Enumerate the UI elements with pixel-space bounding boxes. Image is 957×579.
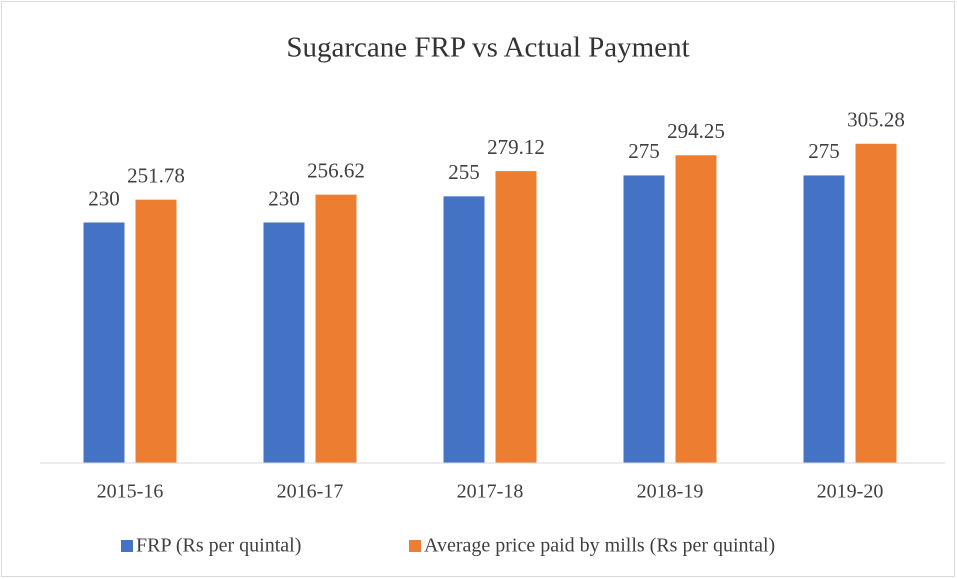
- legend-label: FRP (Rs per quintal): [136, 535, 301, 557]
- x-tick-label: 2016-17: [277, 481, 344, 503]
- bar: [623, 175, 665, 463]
- data-label: 275: [808, 139, 840, 163]
- bar: [315, 194, 357, 463]
- data-label: 230: [88, 186, 120, 210]
- x-tick-label: 2017-18: [457, 481, 524, 503]
- legend-label: Average price paid by mills (Rs per quin…: [424, 535, 775, 557]
- legend-swatch: [121, 540, 133, 552]
- bar: [263, 222, 305, 463]
- data-label: 256.62: [307, 158, 365, 182]
- chart-title: Sugarcane FRP vs Actual Payment: [286, 32, 689, 64]
- data-label: 294.25: [667, 119, 725, 143]
- bar: [83, 222, 125, 463]
- data-label: 230: [268, 186, 300, 210]
- x-tick-label: 2019-20: [817, 481, 884, 503]
- bar: [803, 175, 845, 463]
- x-tick-label: 2018-19: [637, 481, 704, 503]
- bar: [495, 171, 537, 463]
- bar: [443, 196, 485, 464]
- legend-swatch: [409, 540, 421, 552]
- x-tick-label: 2015-16: [97, 481, 164, 503]
- bar: [855, 143, 897, 463]
- data-label: 305.28: [847, 108, 905, 132]
- data-label: 275: [628, 139, 660, 163]
- data-label: 255: [448, 160, 480, 184]
- data-label: 251.78: [127, 164, 185, 188]
- data-label: 279.12: [487, 135, 545, 159]
- bar: [675, 155, 717, 463]
- bar: [135, 199, 177, 463]
